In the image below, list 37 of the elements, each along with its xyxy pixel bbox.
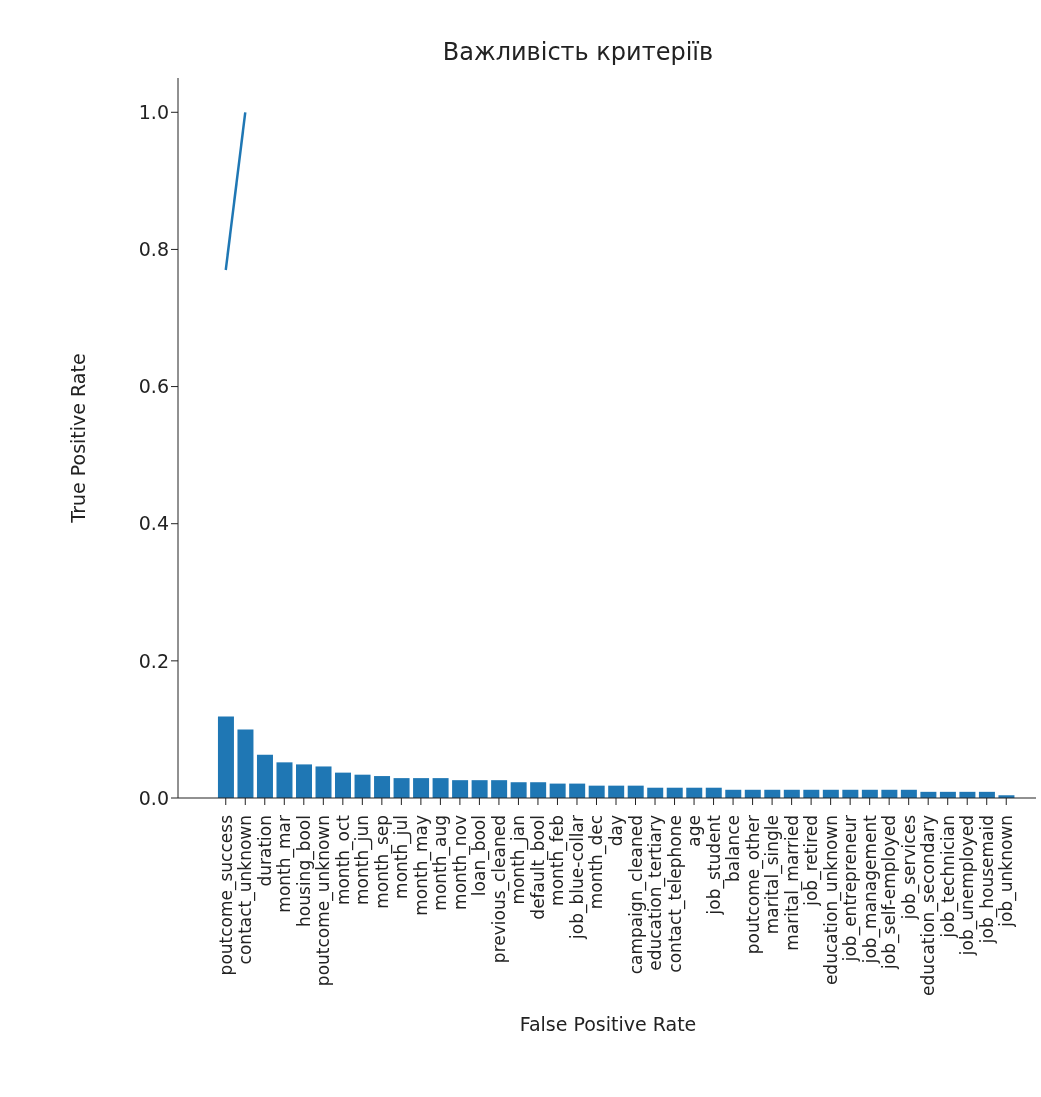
- x-tick-label: age: [684, 815, 705, 847]
- bar: [276, 762, 293, 798]
- bar: [315, 766, 332, 798]
- x-tick-label: poutcome_success: [215, 814, 237, 976]
- chart-title: Важливість критеріїв: [441, 38, 715, 66]
- x-tick-label: job_services: [898, 814, 920, 921]
- y-tick-label: 1.0: [138, 101, 169, 124]
- bar: [413, 778, 430, 798]
- bar: [530, 782, 547, 798]
- bar: [569, 783, 586, 798]
- bar: [374, 776, 391, 798]
- x-tick-label: campaign_cleaned: [625, 815, 647, 975]
- x-tick-label: poutcome_other: [742, 814, 764, 955]
- x-axis-title: False Positive Rate: [518, 1013, 698, 1035]
- x-tick-label: month_mar: [274, 815, 296, 913]
- bar: [510, 782, 527, 798]
- bar: [296, 764, 312, 798]
- bar: [432, 778, 449, 798]
- bar: [256, 754, 273, 798]
- bar: [491, 780, 508, 798]
- bar: [335, 772, 352, 798]
- x-tick-label: duration: [254, 815, 275, 887]
- x-tick-label: job_student: [703, 814, 725, 916]
- bar: [471, 780, 488, 798]
- bar: [217, 716, 234, 798]
- y-tick-label: 0.4: [138, 512, 169, 535]
- bar: [549, 783, 566, 798]
- bar: [237, 729, 254, 798]
- y-tick-label: 0.6: [138, 375, 169, 398]
- y-tick-label: 0.0: [138, 786, 169, 809]
- x-tick-label: day: [606, 815, 626, 847]
- bar: [452, 780, 469, 798]
- y-axis-title: True Positive Rate: [66, 353, 89, 524]
- y-tick-label: 0.8: [138, 238, 169, 261]
- bar: [393, 778, 410, 798]
- y-tick-label: 0.2: [138, 649, 169, 672]
- bar: [354, 774, 371, 798]
